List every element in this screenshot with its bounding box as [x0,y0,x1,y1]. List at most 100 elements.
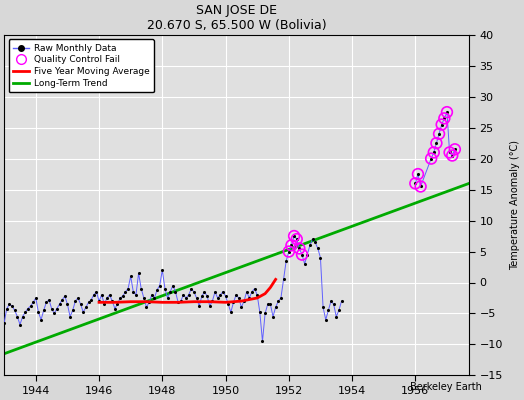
Point [158,267,167,273]
Point [308,236,316,242]
Point [137,286,145,292]
Point [192,295,201,301]
Point [427,156,435,162]
Point [177,298,185,304]
Point [195,303,203,309]
Point [287,242,296,248]
Point [132,292,140,298]
Point [205,303,214,309]
Point [235,295,243,301]
Point [187,286,195,292]
Point [245,295,254,301]
Point [427,156,435,162]
Point [261,310,269,317]
Point [440,115,449,122]
Point [237,304,246,310]
Point [311,239,319,246]
Point [103,295,111,301]
Point [118,293,127,299]
Point [411,180,420,186]
Point [84,299,93,306]
Point [87,297,95,303]
Point [432,140,441,146]
Point [163,295,172,301]
Point [230,299,238,306]
Point [8,303,16,309]
Point [282,258,290,264]
Point [111,305,119,312]
Point [63,301,72,307]
Point [3,305,11,312]
Point [290,233,298,239]
Point [240,298,248,304]
Point [77,301,85,307]
Point [129,288,137,295]
Point [179,292,188,298]
Text: Berkeley Earth: Berkeley Earth [410,382,482,392]
Point [0,320,8,326]
Legend: Raw Monthly Data, Quality Control Fail, Five Year Moving Average, Long-Term Tren: Raw Monthly Data, Quality Control Fail, … [9,39,154,92]
Point [440,115,449,122]
Point [298,252,306,258]
Point [316,254,325,261]
Point [445,149,454,156]
Point [227,309,235,316]
Point [303,252,311,258]
Point [327,298,335,304]
Point [411,180,420,186]
Point [445,149,454,156]
Point [105,292,114,298]
Point [148,292,156,298]
Point [451,146,459,152]
Point [145,299,154,306]
Point [140,295,148,301]
Point [166,288,174,295]
Point [295,245,303,252]
Point [285,248,293,255]
Point [232,292,241,298]
Point [203,293,211,299]
Point [13,313,21,320]
Point [243,288,251,295]
Point [124,286,132,292]
Y-axis label: Temperature Anomaly (°C): Temperature Anomaly (°C) [510,140,520,270]
Point [174,299,182,306]
Point [300,261,309,267]
Point [97,292,106,298]
Point [211,288,219,295]
Point [451,146,459,152]
Point [18,313,27,320]
Point [324,307,333,314]
Point [58,297,67,303]
Point [31,295,40,301]
Point [417,183,425,190]
Point [79,309,88,316]
Point [248,288,256,295]
Point [298,252,306,258]
Point [16,322,24,328]
Point [161,286,169,292]
Point [319,304,328,310]
Point [100,301,108,307]
Point [414,171,422,177]
Point [250,286,259,292]
Point [47,305,56,312]
Point [126,273,135,280]
Point [190,288,198,295]
Point [264,301,272,307]
Point [21,309,29,316]
Point [443,109,451,115]
Point [448,152,456,159]
Point [221,293,230,299]
Point [198,293,206,299]
Point [256,309,264,316]
Point [171,288,180,295]
Point [92,288,101,295]
Point [290,233,298,239]
Point [134,270,143,276]
Point [216,292,224,298]
Point [61,293,69,299]
Point [39,307,48,314]
Point [438,121,446,128]
Point [271,304,280,310]
